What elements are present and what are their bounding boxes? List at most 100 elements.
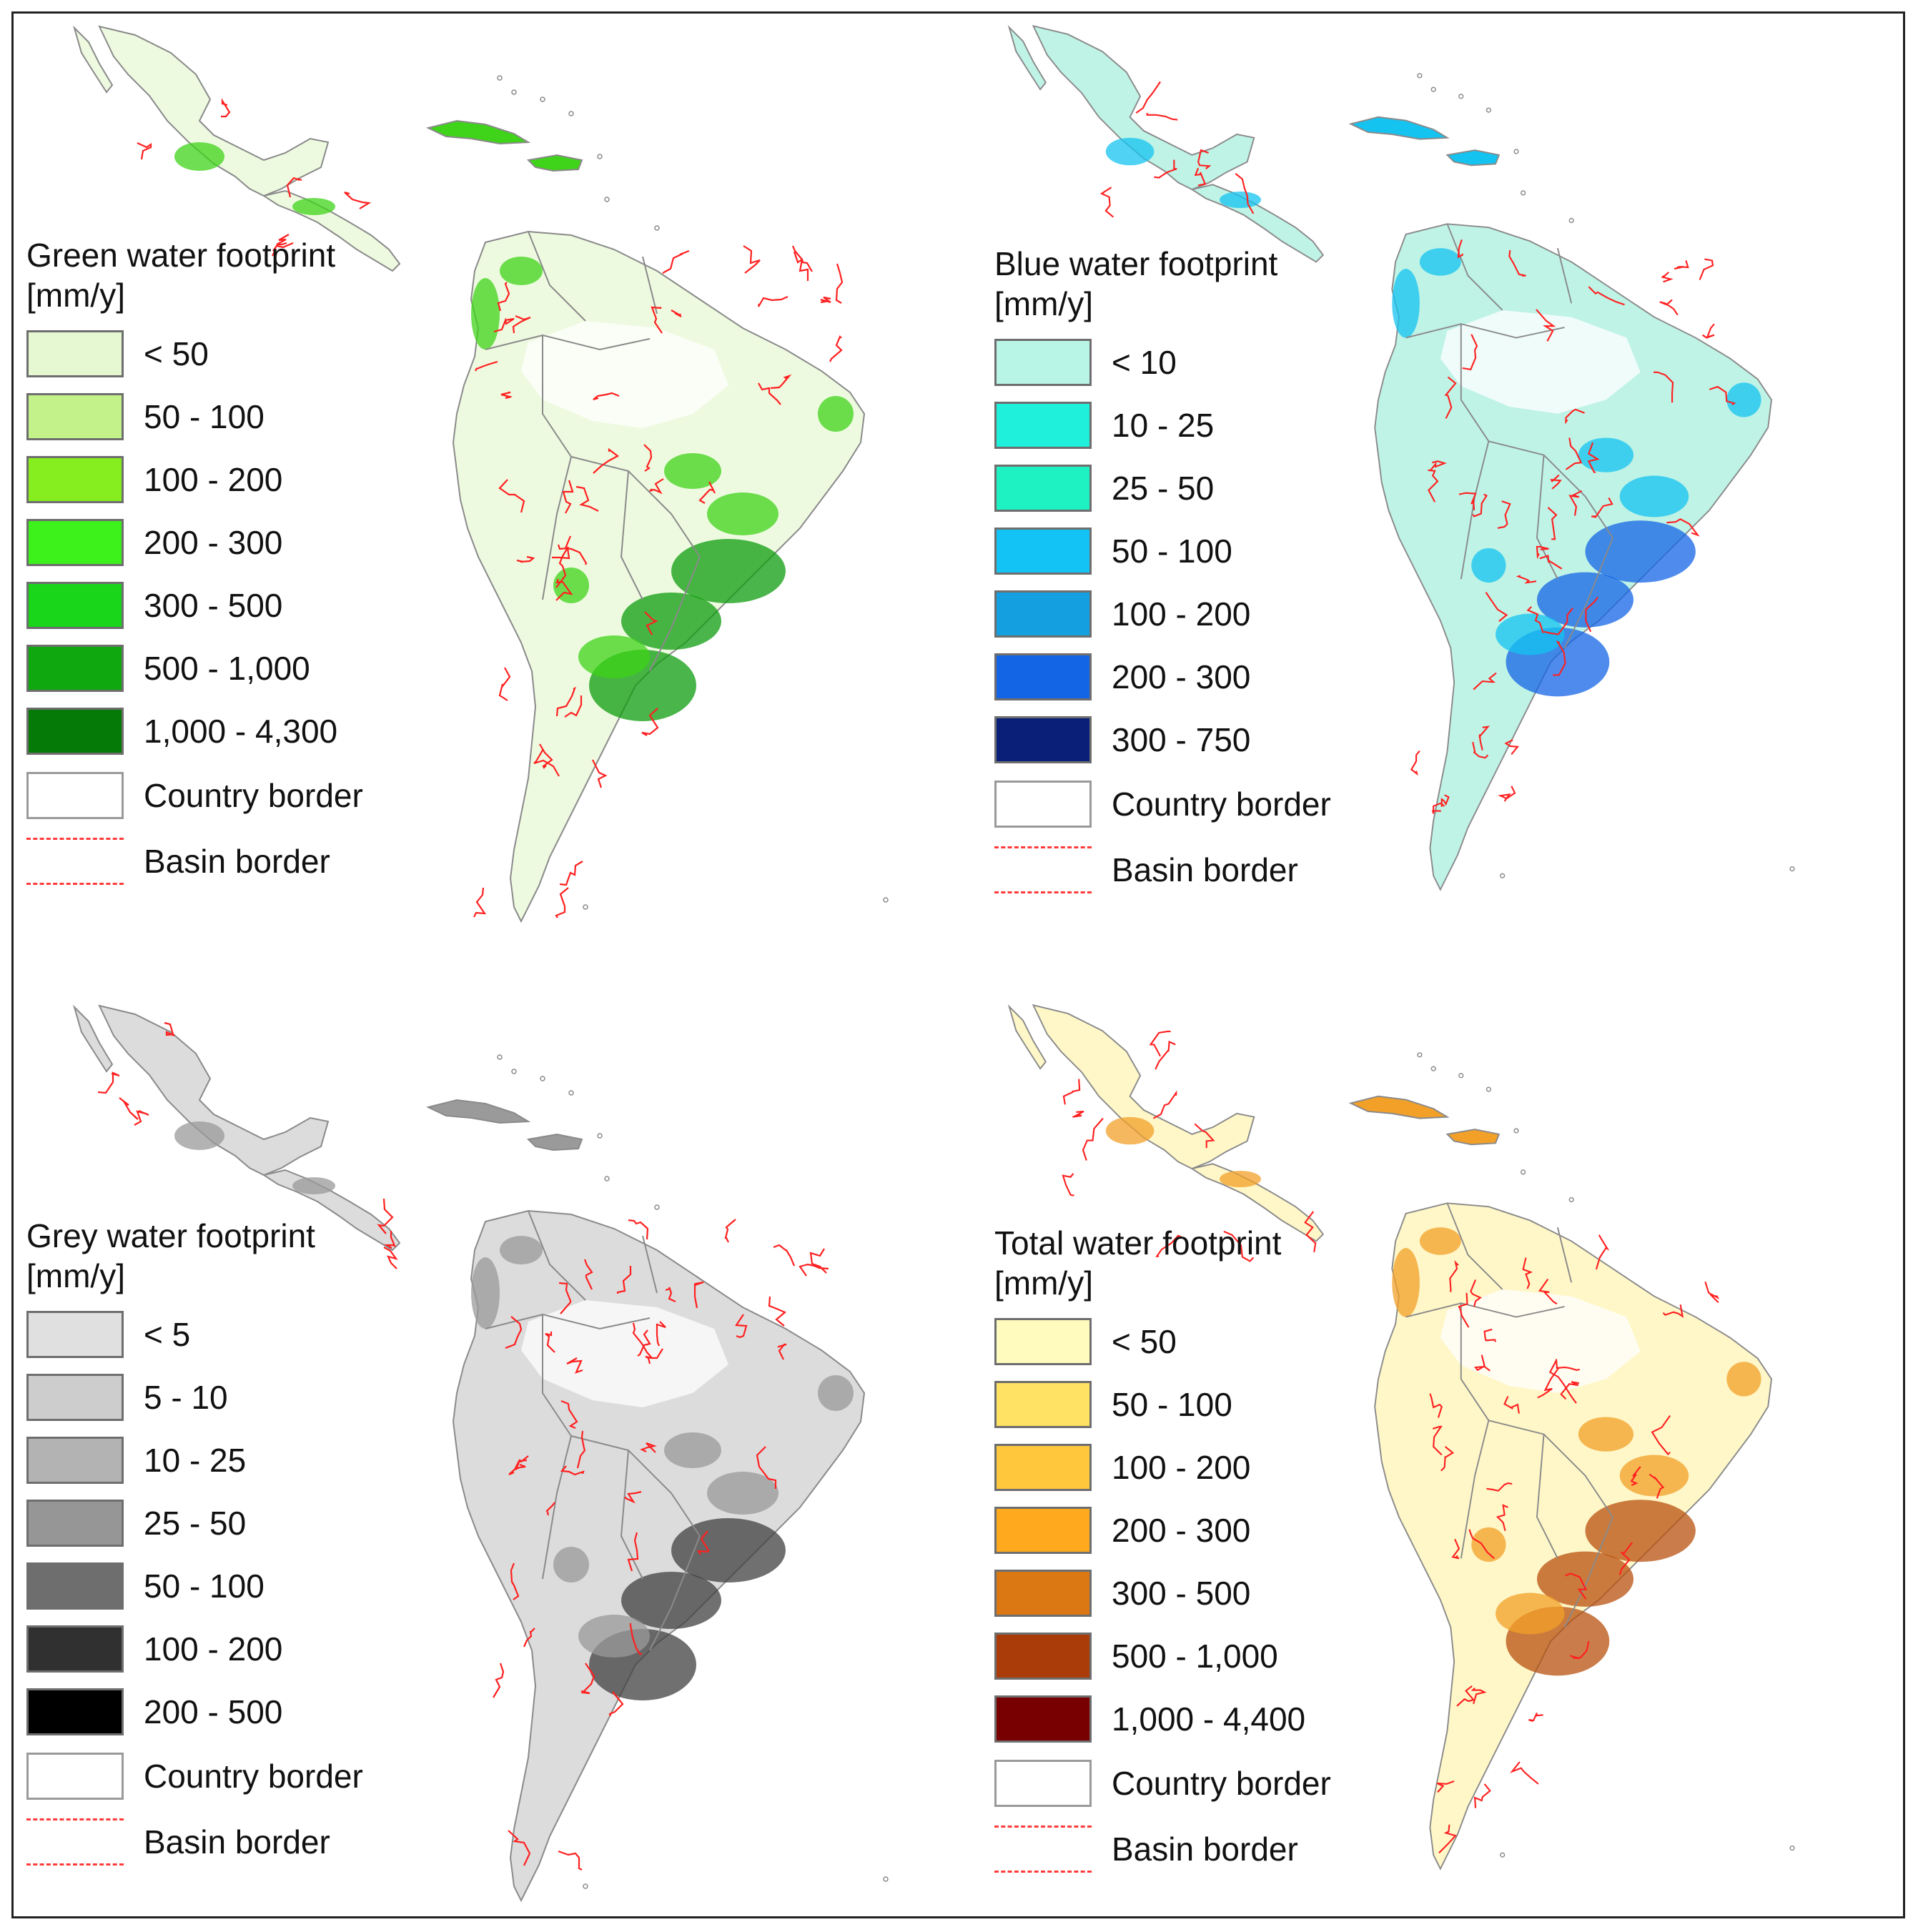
legend-item: 10 - 25 [26, 1429, 363, 1492]
basin-border-swatch [994, 1826, 1092, 1873]
country-border-5 [1563, 538, 1613, 649]
country-border-5 [649, 1535, 701, 1651]
basin-border-30 [555, 578, 573, 601]
basin-border-14 [164, 1021, 175, 1037]
basin-border-26 [1473, 672, 1497, 690]
hotspot-4 [707, 1472, 778, 1515]
country-border-2 [570, 1435, 701, 1537]
hotspot-1 [621, 593, 721, 650]
basin-border-13 [835, 263, 844, 304]
panel-grey: Grey water footprint [mm/y] < 5 5 - 10 10 - … [14, 993, 964, 1915]
basin-border-0 [1194, 167, 1207, 187]
basin-border-32 [1591, 497, 1613, 518]
legend-label: 300 - 500 [1112, 1575, 1251, 1612]
basin-border-17 [1457, 239, 1463, 259]
legend-item: 25 - 50 [994, 457, 1331, 520]
legend-label: 100 - 200 [1112, 1449, 1251, 1486]
basin-border-44 [558, 1850, 583, 1871]
basin-border-12 [1428, 469, 1439, 502]
basin-border-3 [791, 245, 809, 281]
legend-swatch [994, 1318, 1092, 1365]
legend-swatch [26, 645, 124, 692]
basin-border-25 [1618, 1542, 1633, 1575]
country-border-1 [542, 1314, 572, 1437]
hotspot-11 [1471, 1527, 1506, 1562]
hotspot-4 [1619, 1455, 1689, 1497]
basin-border-10 [644, 611, 658, 635]
basin-border-3 [1536, 545, 1549, 560]
basin-border-19 [1565, 437, 1583, 470]
legend-blue: Blue water footprint [mm/y] < 10 10 - 25 25 … [994, 244, 1331, 903]
legend-label: < 5 [144, 1316, 191, 1353]
country-border-0 [485, 334, 651, 351]
baja-land [1007, 1004, 1047, 1070]
basin-border-2 [473, 887, 487, 918]
map-total [1007, 1004, 1795, 1871]
island-4 [597, 1133, 603, 1139]
legend-item: 200 - 300 [994, 645, 1331, 708]
legend-green: Green water footprint [mm/y] < 50 50 - 100 1… [26, 235, 363, 894]
basin-border-38 [1485, 592, 1508, 622]
basin-border-10 [1155, 1234, 1186, 1257]
basin-border-12 [1072, 1110, 1084, 1118]
basin-border-26 [1569, 1640, 1590, 1660]
map-grey [72, 1004, 889, 1903]
island-6 [654, 1204, 660, 1210]
basin-border-34 [770, 374, 792, 390]
basin-border-5 [344, 191, 372, 209]
island-6 [1568, 217, 1574, 224]
country-border-1 [542, 335, 572, 457]
hotspot-9 [174, 142, 224, 171]
mexico-land [98, 25, 330, 197]
basin-border-7 [1528, 1713, 1543, 1723]
legend-label: 50 - 100 [1112, 532, 1232, 570]
legend-label: Country border [144, 1758, 363, 1795]
legend-item: 1,000 - 4,400 [994, 1688, 1331, 1750]
country-border-6 [1446, 223, 1503, 311]
basin-border-13 [1560, 1381, 1580, 1400]
basin-border-36 [1565, 1572, 1588, 1600]
basin-border-39 [643, 444, 653, 472]
basin-border-18 [656, 1321, 666, 1347]
basin-border-27 [1458, 492, 1477, 510]
legend-title: Green water footprint [26, 237, 336, 274]
mexico-land [1032, 24, 1255, 191]
basin-border-35 [564, 695, 583, 718]
hispaniola-land [526, 154, 583, 172]
basin-border-39 [1483, 1328, 1497, 1342]
cuba-land [426, 119, 531, 145]
basin-border-19 [793, 251, 813, 272]
basin-border-44 [649, 478, 664, 495]
legend-swatch [994, 590, 1092, 638]
legend-item-basin-border: Basin border [994, 1816, 1331, 1882]
hispaniola-land [526, 1133, 583, 1151]
hotspot-6 [1392, 269, 1420, 338]
legend-item: 300 - 500 [994, 1562, 1331, 1625]
basin-border-35 [1659, 299, 1679, 316]
basin-border-41 [1595, 1234, 1610, 1270]
legend-label: 200 - 300 [1112, 658, 1251, 695]
legend-label: 1,000 - 4,300 [144, 713, 338, 750]
legend-swatch [994, 1695, 1092, 1743]
hotspot-1 [1536, 572, 1634, 628]
basin-border-32 [1458, 1292, 1470, 1328]
legend-item-basin-border: Basin border [26, 1809, 363, 1875]
basin-border-22 [505, 1316, 523, 1349]
hotspot-0 [1585, 1500, 1696, 1562]
island-3 [1486, 107, 1492, 113]
basin-border-15 [500, 391, 513, 400]
basin-border-17 [592, 759, 608, 788]
legend-swatch [26, 1500, 124, 1547]
basin-border-1 [512, 314, 531, 334]
basin-border-42 [637, 1329, 651, 1357]
island-0 [1417, 1052, 1423, 1058]
basin-border-31 [1699, 258, 1714, 280]
country-border-1 [1460, 1303, 1490, 1421]
country-border-6 [528, 1210, 586, 1301]
legend-unit: [mm/y] [26, 277, 125, 314]
legend-unit: [mm/y] [994, 285, 1093, 322]
legend-item: 50 - 100 [994, 520, 1331, 583]
hotspot-8 [818, 1375, 854, 1411]
legend-swatch [26, 393, 124, 440]
legend-swatch [26, 1625, 124, 1673]
